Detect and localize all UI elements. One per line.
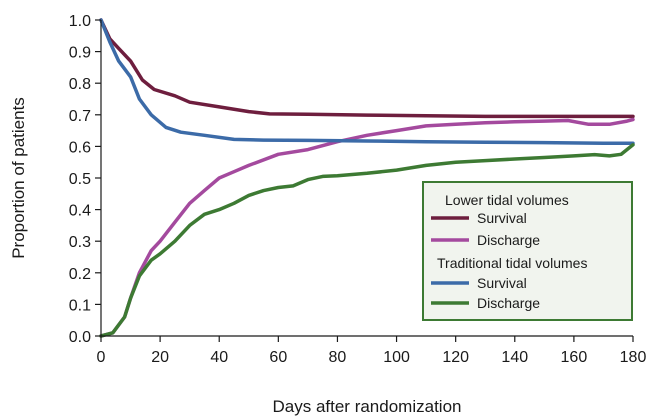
series-line-lower-tidal-volumes-survival	[99, 18, 635, 119]
series-line-traditional-tidal-volumes-discharge	[99, 143, 635, 338]
x-tick-label: 0	[97, 349, 106, 366]
y-tick-label: 1.0	[69, 13, 91, 30]
y-tick-label: 0.7	[69, 108, 91, 125]
series-line-traditional-tidal-volumes-survival	[99, 18, 635, 145]
legend-box	[422, 181, 633, 321]
legend-group-title-traditional: Traditional tidal volumes	[437, 255, 587, 271]
x-tick-label: 80	[329, 349, 347, 366]
x-tick-label: 60	[269, 349, 287, 366]
y-axis-title: Proportion of patients	[9, 97, 28, 259]
y-tick-label: 0.5	[69, 171, 91, 188]
legend-label-lower-survival: Survival	[477, 210, 527, 226]
y-tick-label: 0.2	[69, 266, 91, 283]
legend: Lower tidal volumes Survival Discharge T…	[422, 181, 633, 321]
series-layer	[99, 18, 635, 338]
x-tick-label: 160	[561, 349, 588, 366]
legend-label-traditional-survival: Survival	[477, 275, 527, 291]
y-tick-label: 0.6	[69, 139, 91, 156]
x-tick-label: 40	[210, 349, 228, 366]
x-tick-label: 140	[501, 349, 528, 366]
legend-group-title-lower: Lower tidal volumes	[445, 192, 569, 208]
x-tick-label: 100	[383, 349, 410, 366]
y-tick-label: 0.3	[69, 234, 91, 251]
legend-label-traditional-discharge: Discharge	[477, 295, 540, 311]
x-tick-label: 20	[151, 349, 169, 366]
ticks: 0 20 40 60 80 100 120 140 160 180 0.0 0.1 0.2 0.3 0.4 0…	[69, 13, 647, 366]
x-axis-title: Days after randomization	[273, 397, 462, 416]
series-line-lower-tidal-volumes-discharge	[99, 117, 635, 338]
y-tick-label: 0.1	[69, 297, 91, 314]
x-tick-label: 120	[442, 349, 469, 366]
y-tick-label: 0.9	[69, 45, 91, 62]
legend-label-lower-discharge: Discharge	[477, 232, 540, 248]
y-tick-label: 0.4	[69, 203, 91, 220]
y-tick-label: 0.8	[69, 76, 91, 93]
y-tick-label: 0.0	[69, 329, 91, 346]
x-tick-label: 180	[620, 349, 647, 366]
